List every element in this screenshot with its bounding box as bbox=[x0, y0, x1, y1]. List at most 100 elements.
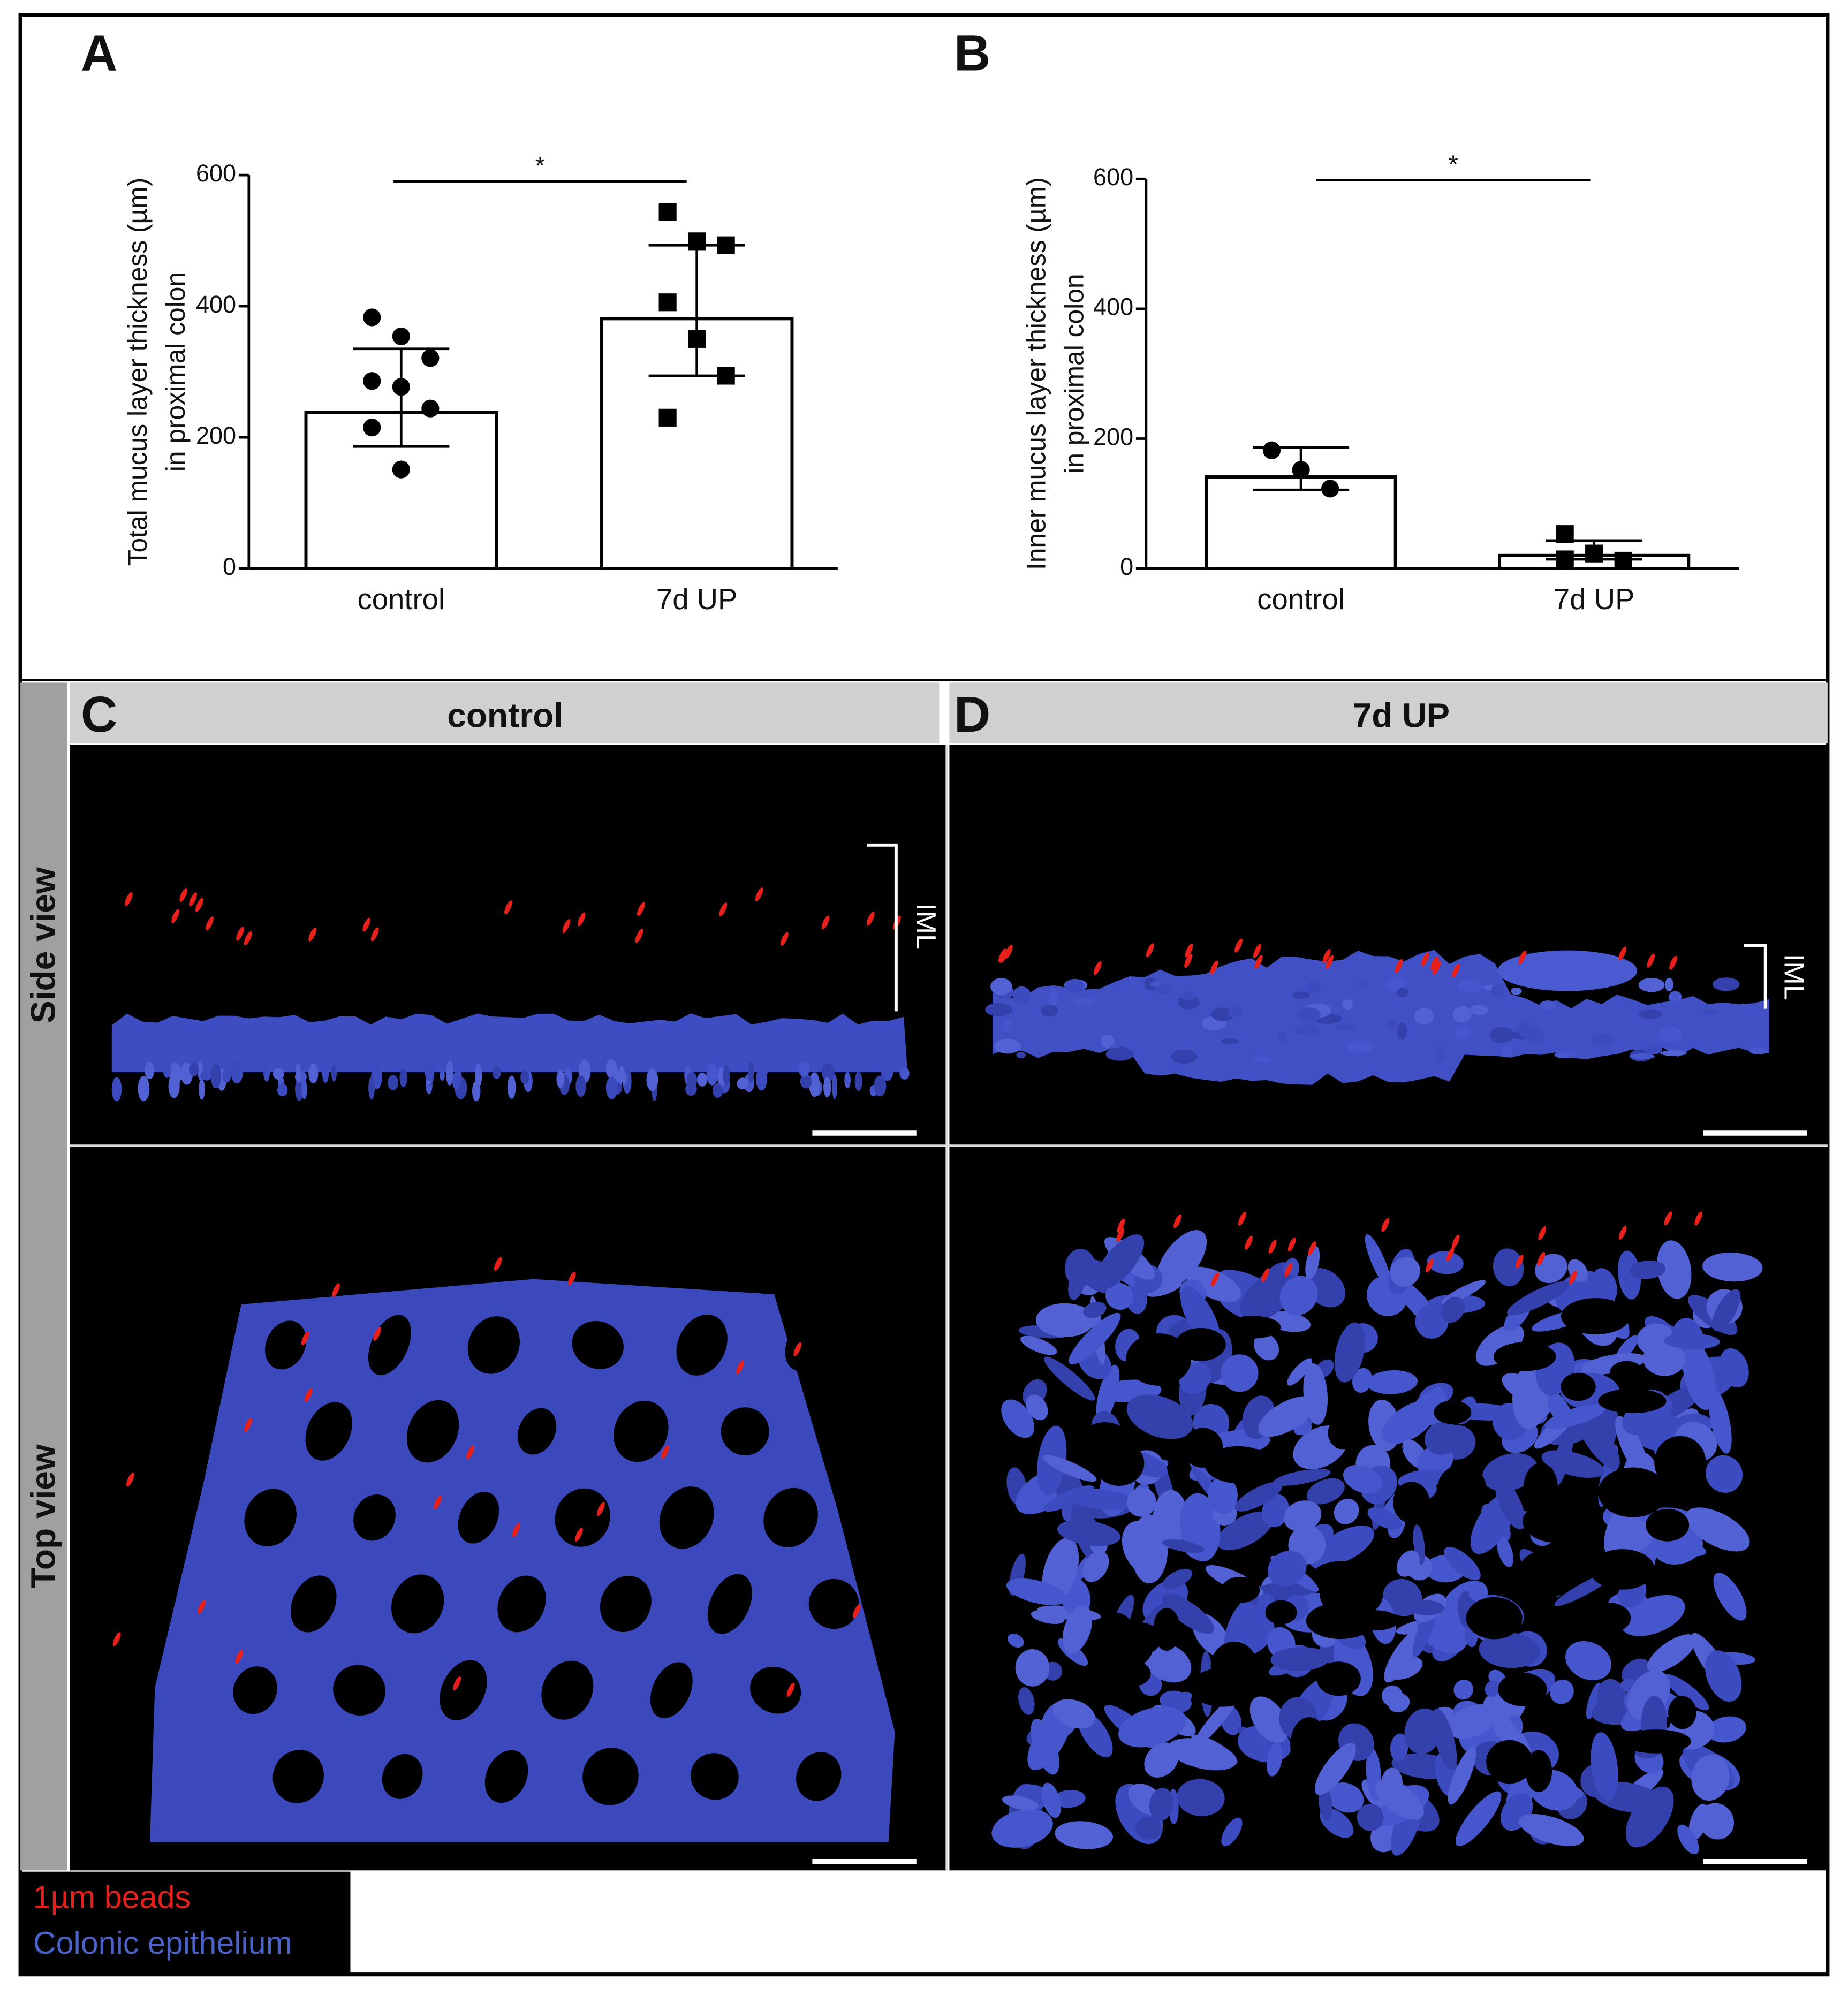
epithelium-speck bbox=[1452, 1006, 1472, 1023]
crypt-opening bbox=[391, 1574, 444, 1634]
epithelium-speck bbox=[1712, 1289, 1741, 1332]
bead bbox=[1184, 954, 1192, 968]
epithelium-speck bbox=[1713, 977, 1740, 991]
panel-title: 7d UP bbox=[1353, 696, 1450, 735]
epithelium-speck bbox=[1708, 1388, 1732, 1454]
bead bbox=[1515, 1254, 1524, 1269]
bead bbox=[308, 927, 317, 942]
epithelium-speck bbox=[368, 1076, 375, 1100]
crypt-opening bbox=[517, 1408, 557, 1455]
significance-label: * bbox=[1448, 150, 1458, 179]
epithelium-speck bbox=[1457, 979, 1483, 993]
charts: A Total mucus layer thickness (µm) in prox… bbox=[81, 25, 1739, 616]
bead bbox=[1308, 1241, 1316, 1256]
epithelium-speck bbox=[1539, 1000, 1556, 1010]
y-tick-label: 200 bbox=[1093, 423, 1133, 450]
epithelium-speck bbox=[1314, 1743, 1356, 1795]
bead bbox=[661, 1445, 669, 1460]
epithelium-speck bbox=[823, 1076, 831, 1098]
bead bbox=[1287, 1237, 1296, 1251]
epithelium-speck bbox=[723, 1065, 730, 1085]
y-tick-label: 600 bbox=[196, 160, 236, 187]
epithelium-speck bbox=[1013, 986, 1031, 1004]
bead bbox=[1116, 1228, 1125, 1242]
crypt-opening bbox=[244, 1489, 297, 1546]
bead bbox=[999, 948, 1008, 963]
bead bbox=[1326, 955, 1334, 969]
crypt-opening bbox=[650, 1662, 693, 1719]
epithelium-speck bbox=[1397, 1023, 1407, 1040]
epithelium-speck bbox=[301, 1079, 307, 1100]
epithelium-speck bbox=[1511, 987, 1522, 995]
crypt-opening bbox=[763, 1487, 818, 1547]
epithelium-speck bbox=[1485, 1680, 1500, 1697]
epithelium-speck bbox=[1168, 1738, 1237, 1771]
epithelium-speck bbox=[1482, 1453, 1538, 1492]
crypt-opening bbox=[1182, 1428, 1223, 1468]
epithelium-speck bbox=[1327, 1782, 1364, 1813]
epithelium-speck bbox=[1055, 1821, 1113, 1849]
epithelium-speck bbox=[1719, 1348, 1749, 1388]
epithelium-speck bbox=[1035, 1303, 1095, 1337]
bead bbox=[1395, 959, 1403, 973]
y-tick-label: 0 bbox=[223, 553, 236, 580]
epithelium-speck bbox=[1156, 1230, 1207, 1289]
epithelium-speck bbox=[1220, 1038, 1239, 1044]
crypt-opening bbox=[541, 1660, 594, 1720]
bead bbox=[1451, 1234, 1460, 1249]
epithelium-speck bbox=[1171, 1049, 1198, 1064]
epithelium-speck bbox=[308, 1064, 319, 1084]
epithelium-speck bbox=[646, 1068, 658, 1091]
bead bbox=[512, 1523, 520, 1537]
epithelium-speck bbox=[1660, 1050, 1687, 1056]
epithelium-speck bbox=[1643, 1341, 1686, 1376]
epithelium-speck bbox=[706, 1062, 718, 1086]
epithelium-speck bbox=[990, 977, 1012, 996]
epithelium-speck bbox=[1254, 1333, 1279, 1361]
y-tick-label: 0 bbox=[1120, 553, 1133, 580]
crypt-opening bbox=[1517, 1550, 1573, 1599]
bead bbox=[1245, 1235, 1253, 1250]
epithelium-speck bbox=[1664, 1674, 1709, 1711]
bead bbox=[596, 1502, 605, 1516]
data-point bbox=[421, 399, 440, 418]
row-label: Side view bbox=[24, 867, 62, 1023]
epithelium-speck bbox=[1544, 1404, 1607, 1429]
epithelium-speck bbox=[575, 1075, 586, 1097]
epithelium-speck bbox=[1041, 1782, 1061, 1818]
epithelium-speck bbox=[1180, 991, 1196, 1001]
epithelium-speck bbox=[1294, 1025, 1320, 1035]
crypt-opening bbox=[1434, 1400, 1472, 1424]
epithelium-speck bbox=[697, 1073, 708, 1087]
bead bbox=[370, 927, 379, 942]
bead bbox=[124, 892, 133, 906]
epithelium-speck bbox=[507, 1075, 516, 1099]
epithelium-speck bbox=[1319, 1786, 1332, 1820]
epithelium-speck bbox=[1535, 1254, 1567, 1284]
epithelium-speck bbox=[1639, 1009, 1662, 1019]
crypt-opening bbox=[808, 1578, 859, 1629]
epithelium-speck bbox=[138, 1076, 150, 1102]
epithelium-speck bbox=[1279, 1276, 1318, 1316]
crypt-opening bbox=[1598, 1388, 1667, 1414]
epithelium-speck bbox=[1479, 1632, 1540, 1668]
epithelium-speck bbox=[1365, 1234, 1391, 1289]
bead bbox=[171, 909, 179, 923]
crypt-opening bbox=[1126, 1333, 1192, 1386]
bead bbox=[1618, 946, 1627, 961]
epithelium-speck bbox=[1057, 1520, 1120, 1546]
epithelium-speck bbox=[1665, 977, 1673, 991]
crypt-opening bbox=[1524, 1463, 1558, 1511]
epithelium-speck bbox=[605, 1076, 618, 1099]
epithelium-speck bbox=[1436, 1045, 1444, 1062]
data-point bbox=[363, 372, 381, 390]
epithelium-speck bbox=[874, 1075, 887, 1097]
crypt-opening bbox=[1221, 1576, 1260, 1603]
epithelium-speck bbox=[1659, 1026, 1683, 1043]
micrographs bbox=[70, 745, 1828, 1871]
overlay: IML IML bbox=[812, 843, 1809, 1864]
crypt-opening bbox=[1265, 1600, 1297, 1625]
epithelium-speck bbox=[1702, 1252, 1763, 1282]
bead bbox=[236, 927, 244, 941]
epithelium-speck bbox=[1283, 1500, 1322, 1532]
